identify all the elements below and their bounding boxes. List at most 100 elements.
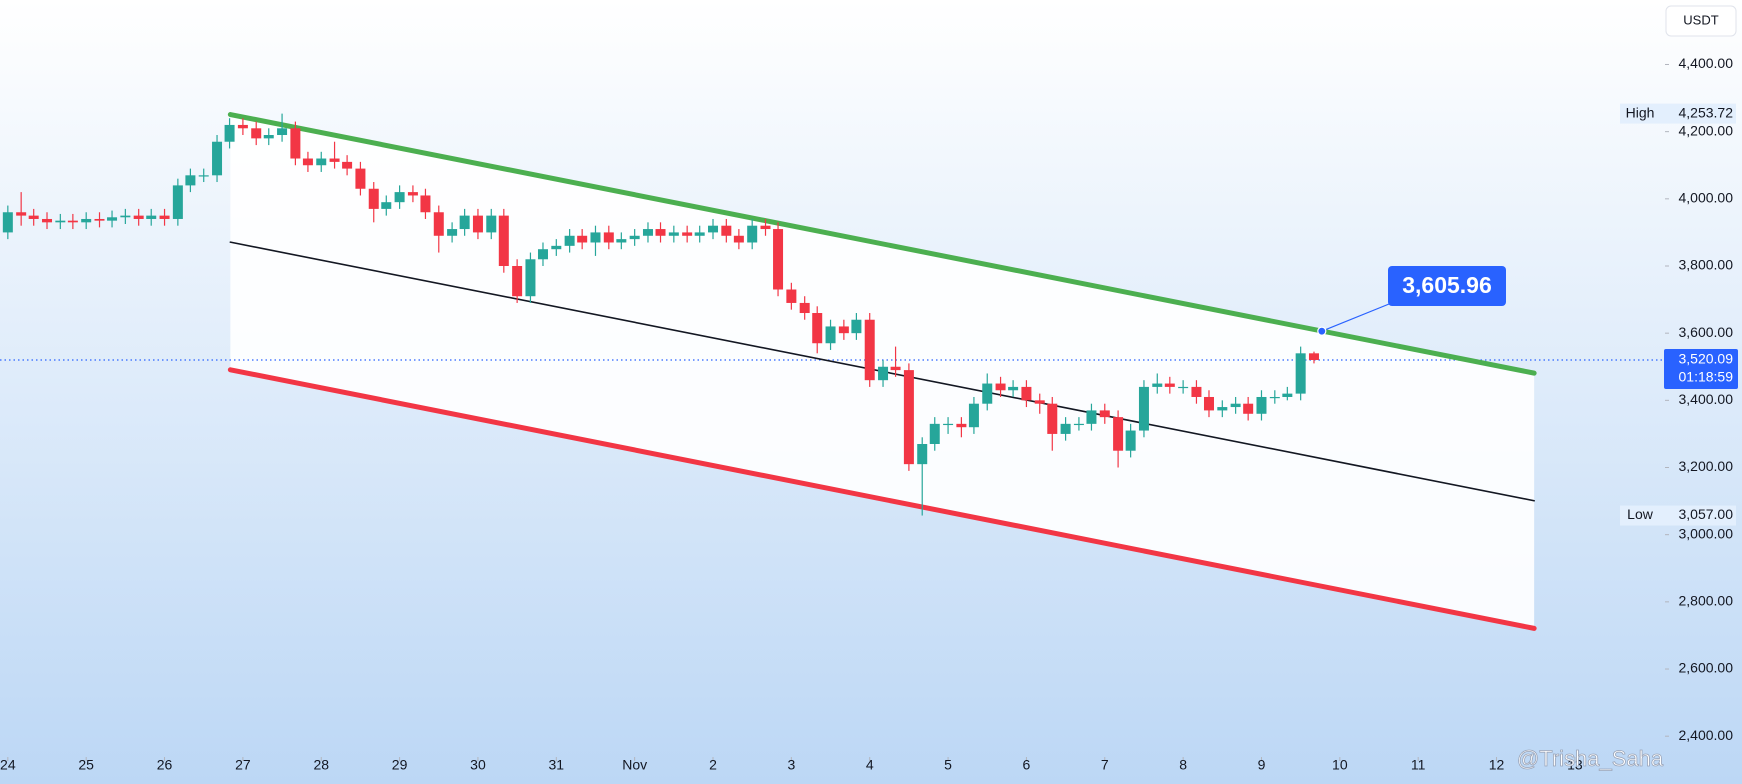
- x-tick-label: 31: [549, 757, 565, 773]
- candle-body: [55, 220, 66, 223]
- candle-body: [878, 366, 889, 381]
- candle-body: [1125, 430, 1136, 451]
- plot: 2,400.00 2,600.00 2,800.00 3,000.00 3,200.00…: [0, 55, 1738, 773]
- y-tick-label: 3,600.00: [1679, 324, 1734, 340]
- y-tick-label: 4,400.00: [1679, 55, 1734, 71]
- candle-body: [1164, 383, 1175, 387]
- last-price-box: [1664, 349, 1738, 390]
- candle-body: [394, 192, 405, 203]
- y-tick-label: 3,400.00: [1679, 391, 1734, 407]
- candle-body: [956, 423, 967, 428]
- candle-body: [1243, 403, 1254, 414]
- candle-body: [721, 225, 732, 236]
- x-tick-label: Nov: [622, 757, 647, 773]
- candle-body: [459, 215, 470, 230]
- candle-body: [590, 232, 601, 243]
- low-marker-value: 3,057.00: [1679, 506, 1734, 522]
- candle-body: [1178, 386, 1189, 389]
- x-tick-label: 6: [1023, 757, 1031, 773]
- currency-box[interactable]: [1665, 5, 1737, 37]
- candle-body: [512, 265, 523, 297]
- candle-body: [120, 215, 131, 218]
- candle-body: [498, 215, 509, 266]
- candle-body: [1138, 386, 1149, 431]
- candle-body: [16, 212, 27, 216]
- x-tick-label: 12: [1489, 757, 1505, 773]
- high-marker-name: High: [1626, 104, 1655, 120]
- y-tick-label: 4,200.00: [1679, 122, 1734, 138]
- x-tick-label: 25: [78, 757, 94, 773]
- x-tick-label: 5: [944, 757, 952, 773]
- candle-body: [42, 218, 53, 223]
- candle-body: [629, 235, 640, 240]
- y-tick-label: 2,800.00: [1679, 593, 1734, 609]
- channel-line: [227, 367, 1537, 631]
- annotation-box: [1388, 266, 1506, 306]
- candle-body: [890, 366, 901, 371]
- candle-body: [929, 423, 940, 444]
- candle-body: [198, 175, 209, 177]
- candle-body: [81, 218, 92, 223]
- candle-body: [1113, 417, 1124, 451]
- candle-body: [1308, 353, 1319, 361]
- candle-body: [577, 235, 588, 243]
- candle-body: [355, 168, 366, 189]
- x-tick-label: 10: [1332, 757, 1348, 773]
- candle-body: [1282, 393, 1293, 397]
- candle-body: [237, 124, 248, 129]
- candle-body: [302, 158, 313, 166]
- channel-line: [227, 112, 1537, 376]
- candle-body: [1191, 386, 1202, 397]
- annotation-label: 3,605.96: [1402, 272, 1492, 298]
- currency: USDT: [1683, 12, 1718, 27]
- candle-body: [212, 141, 223, 176]
- candle-body: [838, 326, 849, 334]
- candle-body: [172, 185, 183, 219]
- candle-body: [1047, 403, 1058, 434]
- high-marker-value: 4,253.72: [1679, 104, 1734, 120]
- candle-body: [342, 161, 353, 169]
- x-tick-label: 3: [787, 757, 795, 773]
- candle-body: [1060, 423, 1071, 434]
- x-tick-label: 13: [1567, 757, 1583, 773]
- candle-body: [1203, 396, 1214, 411]
- candle-body: [1099, 410, 1110, 418]
- candle-body: [943, 423, 954, 426]
- candle-body: [537, 249, 548, 260]
- candle-body: [277, 128, 288, 136]
- candle-body: [812, 313, 823, 344]
- x-tick-label: 30: [470, 757, 486, 773]
- candle-body: [1256, 396, 1267, 414]
- countdown: 01:18:59: [1679, 369, 1734, 385]
- candle-body: [642, 229, 653, 236]
- y-tick-label: 3,800.00: [1679, 257, 1734, 273]
- candle-body: [1295, 353, 1306, 394]
- x-tick-label: 29: [392, 757, 408, 773]
- candle-body: [107, 217, 118, 221]
- candle-body: [682, 232, 693, 236]
- candle-body: [760, 225, 771, 230]
- annotation-leader: [1321, 301, 1395, 332]
- candle-body: [864, 319, 875, 381]
- candle-body: [903, 370, 914, 465]
- x-tick-label: 24: [0, 757, 16, 773]
- candle-body: [851, 319, 862, 334]
- candle-body: [1230, 403, 1241, 408]
- candle-body: [433, 212, 444, 236]
- candle-body: [603, 232, 614, 243]
- candle-body: [1152, 383, 1163, 387]
- high-marker-box: [1620, 103, 1736, 124]
- last-price-value: 3,520.09: [1679, 351, 1734, 367]
- candle-body: [564, 235, 575, 246]
- candle-body: [251, 128, 262, 139]
- candle-body: [616, 239, 627, 243]
- candle-body: [486, 215, 497, 233]
- candle-body: [185, 175, 196, 186]
- x-tick-label: 28: [313, 757, 329, 773]
- y-tick-label: 4,000.00: [1679, 190, 1734, 206]
- x-tick-label: 8: [1179, 757, 1187, 773]
- candle-body: [982, 383, 993, 404]
- candle-body: [733, 235, 744, 243]
- low-marker-name: Low: [1627, 506, 1654, 522]
- candle-body: [2, 212, 13, 233]
